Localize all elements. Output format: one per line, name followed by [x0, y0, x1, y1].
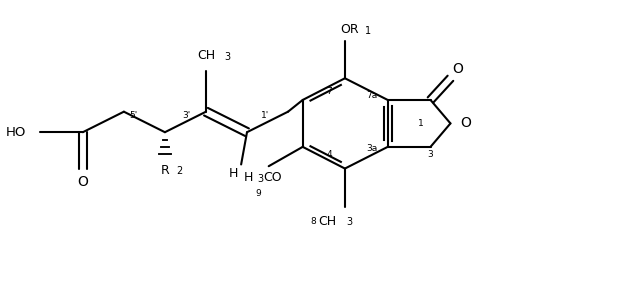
Text: 1: 1 [418, 119, 424, 128]
Text: 3: 3 [428, 150, 433, 159]
Text: 9: 9 [256, 189, 262, 198]
Text: H: H [244, 171, 254, 184]
Text: CO: CO [263, 171, 281, 184]
Text: 4: 4 [326, 150, 332, 159]
Text: 3a: 3a [366, 144, 378, 153]
Text: 7: 7 [326, 87, 332, 96]
Text: O: O [460, 116, 471, 130]
Text: H: H [229, 167, 238, 180]
Text: HO: HO [6, 126, 26, 139]
Text: R: R [161, 164, 169, 177]
Text: O: O [453, 62, 464, 76]
Text: 3: 3 [257, 174, 264, 184]
Text: O: O [78, 175, 88, 189]
Text: 8: 8 [311, 217, 316, 226]
Text: CH: CH [197, 49, 215, 63]
Text: 5': 5' [130, 111, 138, 120]
Text: CH: CH [318, 215, 337, 228]
Text: 3: 3 [347, 217, 353, 228]
Text: OR: OR [340, 23, 359, 36]
Text: 7a: 7a [366, 91, 378, 100]
Text: 1': 1' [260, 111, 268, 120]
Text: 3: 3 [224, 52, 231, 62]
Text: 1: 1 [365, 26, 371, 36]
Text: 2: 2 [177, 166, 183, 177]
Text: 3': 3' [182, 111, 191, 120]
